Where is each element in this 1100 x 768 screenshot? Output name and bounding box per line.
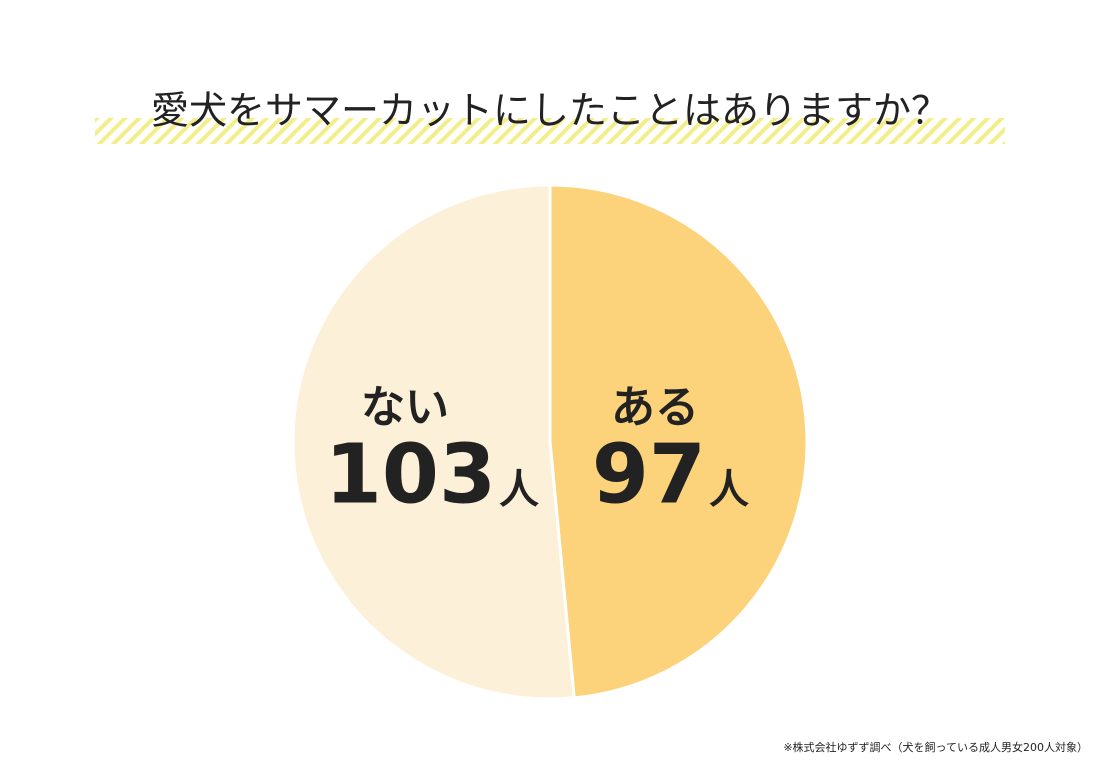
- slice-unit: 人: [499, 467, 539, 513]
- source-note: ※株式会社ゆずず調べ（犬を飼っている成人男女200人対象）: [783, 740, 1088, 754]
- slice-value: 103: [325, 427, 496, 522]
- pie-slice: [291, 183, 576, 701]
- title-highlight: [95, 118, 1005, 144]
- slice-unit: 人: [709, 467, 749, 513]
- slice-label: ない: [361, 382, 449, 433]
- slice-value: 97: [592, 427, 706, 522]
- pie: [291, 183, 809, 701]
- slice-label: ある: [611, 382, 699, 433]
- chart-title: 愛犬をサマーカットにしたことはありますか？: [151, 89, 949, 133]
- pie-slice: [548, 183, 809, 700]
